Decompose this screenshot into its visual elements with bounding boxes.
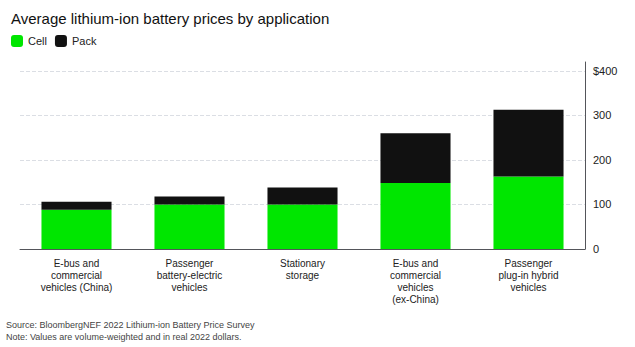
svg-text:0: 0: [593, 243, 599, 255]
svg-text:vehicles: vehicles: [397, 282, 433, 293]
svg-text:100: 100: [593, 198, 611, 210]
svg-text:battery-electric: battery-electric: [157, 270, 223, 281]
svg-text:Note: Values are volume-weight: Note: Values are volume-weighted and in …: [6, 332, 241, 342]
svg-text:Passenger: Passenger: [166, 258, 214, 269]
svg-text:commercial: commercial: [51, 270, 102, 281]
svg-text:E-bus and: E-bus and: [54, 258, 100, 269]
svg-text:vehicles: vehicles: [171, 282, 207, 293]
svg-text:E-bus and: E-bus and: [393, 258, 439, 269]
svg-text:Passenger: Passenger: [505, 258, 553, 269]
svg-text:storage: storage: [286, 270, 320, 281]
svg-text:Pack: Pack: [72, 35, 97, 47]
svg-text:$400: $400: [593, 65, 617, 77]
svg-text:Cell: Cell: [28, 35, 47, 47]
svg-text:200: 200: [593, 154, 611, 166]
svg-text:commercial: commercial: [390, 270, 441, 281]
svg-text:Source: BloombergNEF 2022 Lith: Source: BloombergNEF 2022 Lithium-ion Ba…: [6, 320, 255, 330]
svg-text:vehicles: vehicles: [510, 282, 546, 293]
svg-text:plug-in hybrid: plug-in hybrid: [498, 270, 558, 281]
svg-text:Average lithium-ion battery pr: Average lithium-ion battery prices by ap…: [11, 10, 329, 27]
svg-text:Stationary: Stationary: [280, 258, 325, 269]
svg-text:300: 300: [593, 109, 611, 121]
svg-text:vehicles (China): vehicles (China): [41, 282, 113, 293]
svg-text:(ex-China): (ex-China): [392, 294, 439, 305]
